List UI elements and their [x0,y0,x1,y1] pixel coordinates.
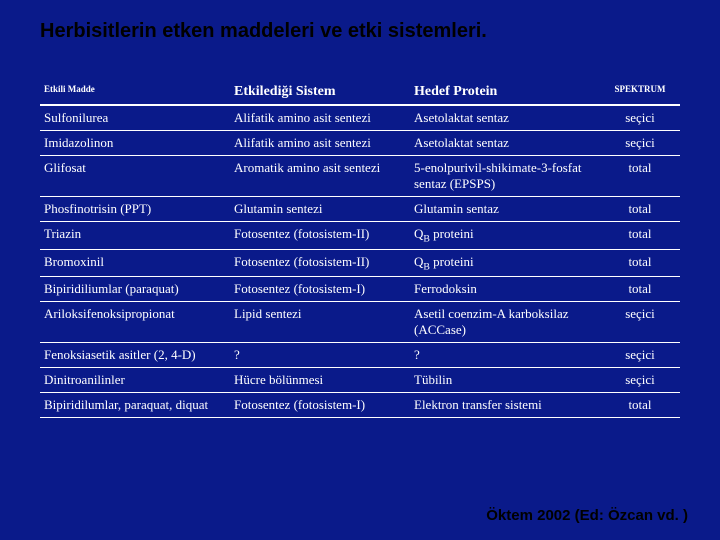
table-cell: Glifosat [40,156,230,197]
table-row: Bipiridiliumlar (paraquat)Fotosentez (fo… [40,277,680,302]
table-cell: total [600,277,680,302]
table-cell: Bipiridiliumlar (paraquat) [40,277,230,302]
table-cell: seçici [600,105,680,131]
table-cell: QB proteini [410,249,600,277]
table-cell: Dinitroanilinler [40,368,230,393]
table-cell: Bipiridilumlar, paraquat, diquat [40,393,230,418]
table-cell: seçici [600,368,680,393]
table-cell: ? [410,343,600,368]
table-cell: Glutamin sentezi [230,197,410,222]
table-cell: total [600,197,680,222]
table-row: Phosfinotrisin (PPT)Glutamin senteziGlut… [40,197,680,222]
citation: Öktem 2002 (Ed: Özcan vd. ) [486,507,688,524]
table-row: AriloksifenoksipropionatLipid senteziAse… [40,302,680,343]
table-cell: Fotosentez (fotosistem-II) [230,249,410,277]
table-row: Bipiridilumlar, paraquat, diquatFotosent… [40,393,680,418]
table-cell: Alifatik amino asit sentezi [230,105,410,131]
table-container: Etkili Madde Etkilediği Sistem Hedef Pro… [40,80,680,418]
header-hedef-protein: Hedef Protein [410,80,600,105]
table-cell: Ferrodoksin [410,277,600,302]
table-cell: Elektron transfer sistemi [410,393,600,418]
table-row: DinitroanilinlerHücre bölünmesiTübilinse… [40,368,680,393]
table-cell: Imidazolinon [40,131,230,156]
table-cell: seçici [600,343,680,368]
header-spektrum: SPEKTRUM [600,80,680,105]
table-cell: seçici [600,302,680,343]
table-cell: total [600,249,680,277]
table-cell: Triazin [40,222,230,250]
table-cell: Fenoksiasetik asitler (2, 4-D) [40,343,230,368]
table-cell: Asetil coenzim-A karboksilaz (ACCase) [410,302,600,343]
table-cell: Hücre bölünmesi [230,368,410,393]
table-cell: Fotosentez (fotosistem-I) [230,277,410,302]
table-row: ImidazolinonAlifatik amino asit senteziA… [40,131,680,156]
table-cell: Aromatik amino asit sentezi [230,156,410,197]
table-cell: Sulfonilurea [40,105,230,131]
herbicide-table: Etkili Madde Etkilediği Sistem Hedef Pro… [40,80,680,418]
table-cell: 5-enolpurivil-shikimate-3-fosfat sentaz … [410,156,600,197]
table-cell: QB proteini [410,222,600,250]
table-body: SulfonilureaAlifatik amino asit senteziA… [40,105,680,418]
table-cell: total [600,222,680,250]
table-cell: Glutamin sentaz [410,197,600,222]
table-cell: Lipid sentezi [230,302,410,343]
table-row: BromoxinilFotosentez (fotosistem-II)QB p… [40,249,680,277]
table-cell: Asetolaktat sentaz [410,131,600,156]
table-cell: Alifatik amino asit sentezi [230,131,410,156]
table-row: SulfonilureaAlifatik amino asit senteziA… [40,105,680,131]
table-cell: total [600,156,680,197]
table-cell: Fotosentez (fotosistem-I) [230,393,410,418]
header-etkiledigi-sistem: Etkilediği Sistem [230,80,410,105]
table-cell: Tübilin [410,368,600,393]
table-cell: seçici [600,131,680,156]
table-cell: Asetolaktat sentaz [410,105,600,131]
table-row: Fenoksiasetik asitler (2, 4-D)??seçici [40,343,680,368]
table-cell: ? [230,343,410,368]
table-cell: Bromoxinil [40,249,230,277]
table-row: GlifosatAromatik amino asit sentezi5-eno… [40,156,680,197]
table-header-row: Etkili Madde Etkilediği Sistem Hedef Pro… [40,80,680,105]
table-cell: total [600,393,680,418]
table-cell: Phosfinotrisin (PPT) [40,197,230,222]
table-cell: Ariloksifenoksipropionat [40,302,230,343]
slide: Herbisitlerin etken maddeleri ve etki si… [0,0,720,540]
page-title: Herbisitlerin etken maddeleri ve etki si… [40,20,487,43]
table-cell: Fotosentez (fotosistem-II) [230,222,410,250]
header-etkili-madde: Etkili Madde [40,80,230,105]
table-row: TriazinFotosentez (fotosistem-II)QB prot… [40,222,680,250]
